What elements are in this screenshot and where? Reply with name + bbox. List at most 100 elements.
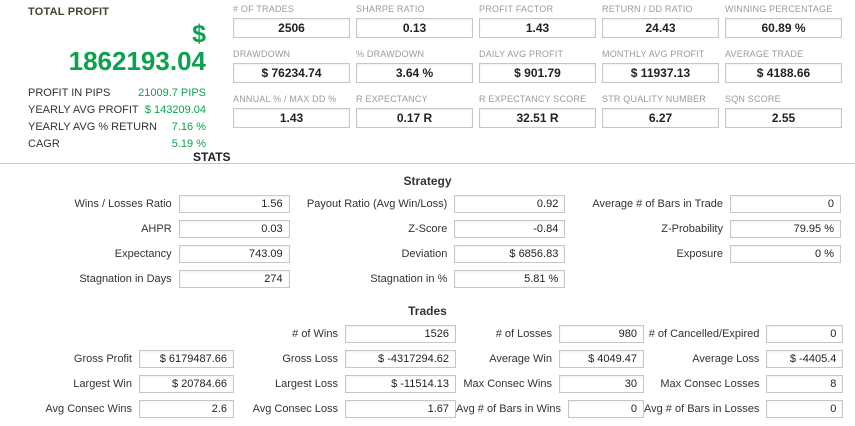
top-stat-cell: R EXPECTANCY 0.17 R bbox=[356, 94, 479, 128]
top-stat-label: SQN SCORE bbox=[725, 94, 781, 104]
stat-pair-cell: Expectancy 743.09 bbox=[14, 245, 290, 263]
stat-pair-value-box: 0 % bbox=[729, 245, 841, 263]
stat-pair-label: Stagnation in % bbox=[370, 273, 448, 285]
stats-tab-bar: STATS bbox=[0, 150, 855, 164]
stat-pair-label: Average Loss bbox=[692, 353, 760, 365]
stat-pair-label: Gross Profit bbox=[73, 353, 132, 365]
top-stat-cell: R EXPECTANCY SCORE 32.51 R bbox=[479, 94, 602, 128]
stat-pair-value-box: 274 bbox=[178, 270, 290, 288]
top-stat-label: PROFIT FACTOR bbox=[479, 4, 554, 14]
top-stat-label: DAILY AVG PROFIT bbox=[479, 49, 564, 59]
stat-pair-cell: Avg # of Bars in Losses 0 bbox=[644, 400, 844, 418]
top-stat-value-box: $ 76234.74 bbox=[233, 63, 350, 83]
top-stat-cell: SQN SCORE 2.55 bbox=[725, 94, 848, 128]
stat-pair-cell: Max Consec Wins 30 bbox=[456, 375, 644, 393]
stat-pair-value-box: 0 bbox=[766, 400, 844, 418]
stat-pair-cell: Average Win $ 4049.47 bbox=[456, 350, 644, 368]
top-stat-cell: ANNUAL % / MAX DD % 1.43 bbox=[233, 94, 356, 128]
stat-pair-label: Wins / Losses Ratio bbox=[74, 198, 172, 210]
summary-row-value: 7.16 % bbox=[171, 121, 206, 134]
stat-pair-label: Avg Consec Loss bbox=[252, 403, 338, 415]
stats-tab[interactable]: STATS bbox=[193, 150, 231, 164]
stat-pair-label: Stagnation in Days bbox=[79, 273, 172, 285]
stat-pair-cell: Deviation $ 6856.83 bbox=[290, 245, 566, 263]
stat-pair-label: Z-Probability bbox=[661, 223, 723, 235]
summary-row: CAGR 5.19 % bbox=[28, 136, 206, 153]
stat-pair-label: Deviation bbox=[401, 248, 448, 260]
stat-pair-value-box: 30 bbox=[559, 375, 644, 393]
top-stat-value-box: 6.27 bbox=[602, 108, 719, 128]
stat-pair-value-box: 980 bbox=[559, 325, 644, 343]
stat-pair-value-box: 0.92 bbox=[454, 195, 566, 213]
strategy-grid: Wins / Losses Ratio 1.56 Payout Ratio (Avg… bbox=[14, 195, 841, 288]
stat-pair-cell: # of Losses 980 bbox=[456, 325, 644, 343]
stat-pair-cell: # of Cancelled/Expired 0 bbox=[644, 325, 844, 343]
summary-row-label: PROFIT IN PIPS bbox=[28, 87, 111, 100]
stat-pair-cell: Exposure 0 % bbox=[565, 245, 841, 263]
top-stat-label: ANNUAL % / MAX DD % bbox=[233, 94, 337, 104]
stat-pair-label: AHPR bbox=[141, 223, 172, 235]
top-stat-label: MONTHLY AVG PROFIT bbox=[602, 49, 705, 59]
stat-pair-cell: Stagnation in Days 274 bbox=[14, 270, 290, 288]
summary-row-value: $ 143209.04 bbox=[144, 104, 206, 117]
stat-pair-label: Max Consec Wins bbox=[463, 378, 552, 390]
summary-row-label: YEARLY AVG PROFIT bbox=[28, 104, 139, 117]
stat-pair-cell: Average Loss $ -4405.4 bbox=[644, 350, 844, 368]
top-stat-cell: # OF TRADES 2506 bbox=[233, 4, 356, 38]
stat-pair-cell: Average # of Bars in Trade 0 bbox=[565, 195, 841, 213]
trades-section-title: Trades bbox=[408, 304, 447, 318]
stat-pair-label: Exposure bbox=[676, 248, 723, 260]
stat-pair-value-box: $ -11514.13 bbox=[345, 375, 456, 393]
stat-pair-cell: Z-Probability 79.95 % bbox=[565, 220, 841, 238]
stat-pair-cell: Max Consec Losses 8 bbox=[644, 375, 844, 393]
stat-pair-cell: # of Wins 1526 bbox=[234, 325, 456, 343]
stat-pair-value-box: 743.09 bbox=[178, 245, 290, 263]
top-stat-cell: DAILY AVG PROFIT $ 901.79 bbox=[479, 49, 602, 83]
stat-pair-value-box: -0.84 bbox=[454, 220, 566, 238]
top-stat-value-box: 60.89 % bbox=[725, 18, 842, 38]
stat-pair-label: Max Consec Losses bbox=[660, 378, 760, 390]
summary-row: YEARLY AVG PROFIT $ 143209.04 bbox=[28, 102, 206, 119]
summary-rows: PROFIT IN PIPS 21009.7 PIPS YEARLY AVG PRO… bbox=[28, 85, 206, 153]
top-stat-cell: % DRAWDOWN 3.64 % bbox=[356, 49, 479, 83]
trades-grid: # of Wins 1526 # of Losses 980 # of Cancelle… bbox=[12, 325, 844, 418]
stat-pair-value-box: $ 6179487.66 bbox=[139, 350, 234, 368]
stat-pair-cell: Avg Consec Wins 2.6 bbox=[12, 400, 234, 418]
summary-row: PROFIT IN PIPS 21009.7 PIPS bbox=[28, 85, 206, 102]
summary-row-label: CAGR bbox=[28, 138, 60, 151]
stat-pair-cell: Avg # of Bars in Wins 0 bbox=[456, 400, 644, 418]
stat-pair-cell: AHPR 0.03 bbox=[14, 220, 290, 238]
summary-row-label: YEARLY AVG % RETURN bbox=[28, 121, 157, 134]
stat-pair-value-box: $ 20784.66 bbox=[139, 375, 234, 393]
top-stat-value-box: 2.55 bbox=[725, 108, 842, 128]
top-stat-value-box: 24.43 bbox=[602, 18, 719, 38]
stat-pair-label: Avg # of Bars in Wins bbox=[456, 403, 561, 415]
stat-pair-cell: Gross Profit $ 6179487.66 bbox=[12, 350, 234, 368]
stat-pair-label: Average # of Bars in Trade bbox=[592, 198, 723, 210]
stat-pair-value-box: 0 bbox=[729, 195, 841, 213]
top-stat-value-box: 0.17 R bbox=[356, 108, 473, 128]
stat-pair-value-box: 1.67 bbox=[345, 400, 456, 418]
top-stat-label: RETURN / DD RATIO bbox=[602, 4, 693, 14]
stat-pair-value-box: 2.6 bbox=[139, 400, 234, 418]
top-stat-label: WINNING PERCENTAGE bbox=[725, 4, 833, 14]
top-stat-value-box: 32.51 R bbox=[479, 108, 596, 128]
stat-pair-value-box: $ -4405.4 bbox=[766, 350, 844, 368]
stat-pair-cell: Payout Ratio (Avg Win/Loss) 0.92 bbox=[290, 195, 566, 213]
top-stat-value-box: 1.43 bbox=[479, 18, 596, 38]
stat-pair-label: Z-Score bbox=[408, 223, 448, 235]
top-stat-value-box: 3.64 % bbox=[356, 63, 473, 83]
stat-pair-cell: Z-Score -0.84 bbox=[290, 220, 566, 238]
stat-pair-label: Payout Ratio (Avg Win/Loss) bbox=[306, 198, 448, 210]
stat-pair-cell: Largest Win $ 20784.66 bbox=[12, 375, 234, 393]
summary-row-value: 21009.7 PIPS bbox=[138, 87, 206, 100]
top-stat-label: AVERAGE TRADE bbox=[725, 49, 804, 59]
summary-row: YEARLY AVG % RETURN 7.16 % bbox=[28, 119, 206, 136]
stat-pair-value-box: $ 6856.83 bbox=[454, 245, 566, 263]
stat-pair-label: # of Wins bbox=[292, 328, 338, 340]
top-stat-cell: AVERAGE TRADE $ 4188.66 bbox=[725, 49, 848, 83]
top-stat-label: # OF TRADES bbox=[233, 4, 295, 14]
top-stat-cell: STR QUALITY NUMBER 6.27 bbox=[602, 94, 725, 128]
strategy-section-title: Strategy bbox=[403, 174, 452, 188]
summary-row-value: 5.19 % bbox=[171, 138, 206, 151]
